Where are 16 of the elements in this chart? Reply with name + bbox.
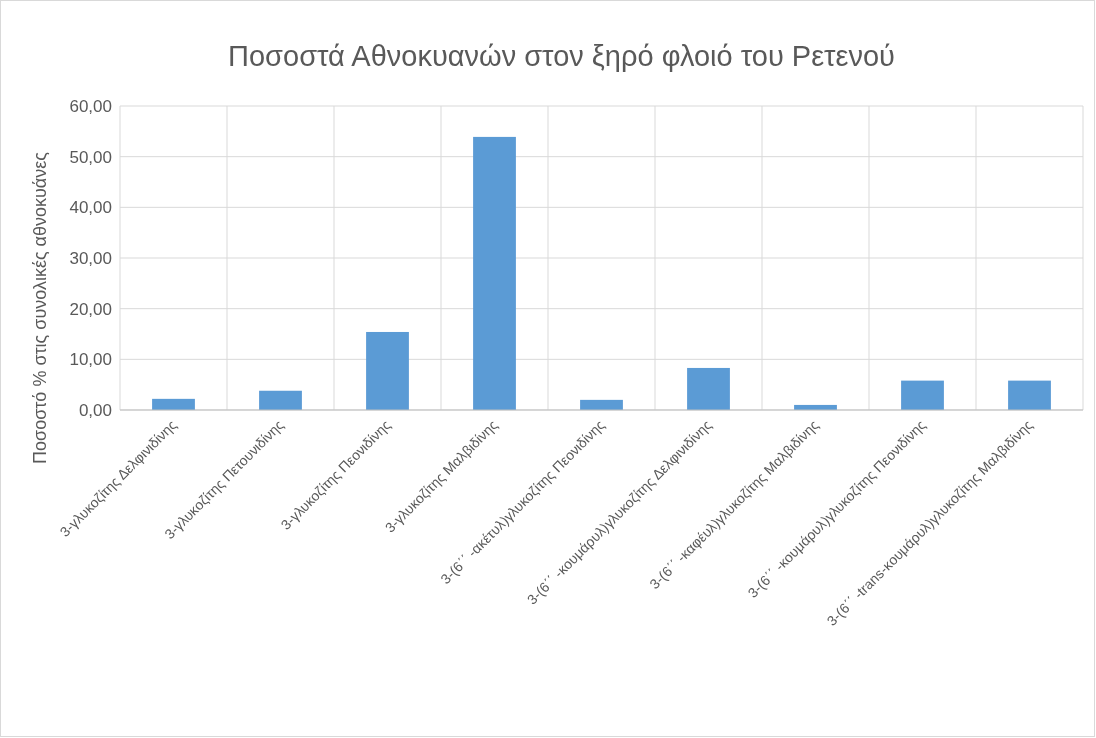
bar	[901, 380, 944, 410]
y-tick-label: 60,00	[69, 96, 112, 116]
y-tick-label: 10,00	[69, 350, 112, 370]
bar	[152, 398, 195, 410]
y-tick-label: 50,00	[69, 147, 112, 167]
y-axis-title: Ποσοστό % στις συνολικές αθνοκυάνες	[30, 151, 50, 464]
bar	[1008, 380, 1051, 410]
y-tick-label: 0,00	[78, 400, 112, 420]
bar	[259, 390, 302, 410]
y-tick-label: 40,00	[69, 198, 112, 218]
bar	[366, 331, 409, 410]
chart-title: Ποσοστά Αθνοκυανών στον ξηρό φλοιό του Ρετενού	[228, 40, 895, 72]
bar	[473, 136, 516, 410]
y-tick-label: 20,00	[69, 299, 112, 319]
bar	[687, 367, 730, 410]
y-tick-label: 30,00	[69, 248, 112, 268]
